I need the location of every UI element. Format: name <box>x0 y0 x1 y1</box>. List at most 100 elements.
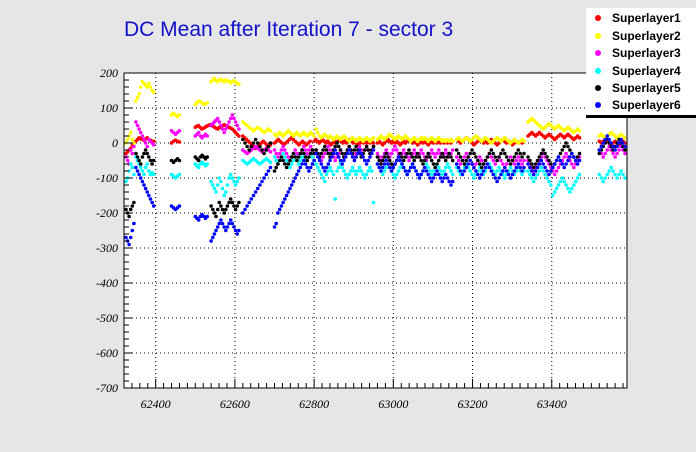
data-point <box>483 165 488 170</box>
data-point <box>347 172 352 177</box>
data-point <box>617 148 621 152</box>
data-point <box>291 179 296 184</box>
data-point <box>296 162 301 166</box>
data-point <box>366 169 371 173</box>
data-point <box>377 165 382 170</box>
data-point <box>449 183 453 187</box>
y-tick-label: 0 <box>112 136 118 150</box>
data-point <box>224 207 228 212</box>
data-point <box>326 169 331 173</box>
data-point <box>134 120 138 124</box>
data-point <box>326 162 331 166</box>
data-point <box>603 137 607 142</box>
data-point <box>135 95 140 100</box>
data-point <box>384 148 389 152</box>
data-point <box>298 151 303 156</box>
data-point <box>272 148 277 152</box>
data-point <box>132 144 136 149</box>
data-point <box>317 158 322 163</box>
data-point <box>145 151 149 156</box>
data-point <box>623 148 627 152</box>
data-point <box>130 165 135 170</box>
data-point <box>132 141 136 145</box>
data-point <box>212 232 217 236</box>
data-point <box>281 200 285 205</box>
data-point <box>549 183 553 187</box>
data-point <box>558 158 563 163</box>
data-point <box>539 158 544 163</box>
data-point <box>535 165 540 170</box>
data-point <box>345 151 350 156</box>
data-point <box>476 172 480 177</box>
data-point <box>623 136 627 140</box>
data-point <box>196 158 201 163</box>
data-point <box>237 228 241 233</box>
data-point <box>474 162 478 166</box>
data-point <box>547 172 551 177</box>
data-point <box>443 172 448 177</box>
data-point <box>528 172 532 177</box>
data-point <box>447 165 452 170</box>
data-point <box>575 162 580 166</box>
data-point <box>407 148 411 152</box>
data-point <box>499 158 503 163</box>
data-point <box>438 169 443 173</box>
data-point <box>570 162 574 166</box>
data-point <box>436 165 441 170</box>
data-point <box>177 129 182 133</box>
data-point <box>233 183 238 187</box>
data-point <box>605 134 609 138</box>
data-point <box>474 169 478 173</box>
data-point <box>284 193 289 198</box>
data-point <box>520 172 524 177</box>
data-point <box>478 176 482 180</box>
data-point <box>391 148 396 152</box>
data-point <box>450 158 455 163</box>
data-point <box>462 169 467 173</box>
data-point <box>132 221 136 226</box>
data-point <box>335 141 339 145</box>
data-point <box>429 172 434 177</box>
data-point <box>147 193 151 198</box>
legend-marker <box>595 102 601 108</box>
data-point <box>382 169 387 173</box>
data-point <box>422 158 427 163</box>
data-point <box>460 158 465 163</box>
data-point <box>264 172 269 177</box>
data-point <box>305 151 310 156</box>
data-point <box>288 158 292 163</box>
data-point <box>228 172 233 177</box>
series-superlayer6 <box>124 134 627 247</box>
data-point <box>375 151 380 156</box>
data-point <box>405 172 410 177</box>
data-point <box>276 211 280 215</box>
data-point <box>235 123 239 128</box>
data-point <box>328 158 332 163</box>
data-point <box>520 169 524 173</box>
data-point <box>619 169 623 173</box>
y-tick-label: -300 <box>96 241 118 255</box>
data-point <box>603 176 607 180</box>
data-point <box>237 134 241 138</box>
data-point <box>535 158 540 163</box>
data-point <box>217 221 222 226</box>
data-point <box>558 151 563 156</box>
data-point <box>324 165 329 170</box>
data-point <box>623 144 627 149</box>
data-point <box>147 81 151 86</box>
data-point <box>140 134 145 138</box>
data-point <box>225 123 230 128</box>
data-point <box>323 151 327 156</box>
data-point <box>570 151 574 156</box>
data-point <box>268 150 273 154</box>
data-point <box>531 172 536 177</box>
data-point <box>233 228 238 233</box>
data-point <box>450 179 455 184</box>
legend-label: Superlayer2 <box>612 29 681 43</box>
data-point <box>124 235 128 240</box>
data-point <box>364 144 369 149</box>
data-point <box>330 169 334 173</box>
y-tick-label: -200 <box>96 206 118 220</box>
data-point <box>489 148 494 152</box>
data-point <box>549 162 553 166</box>
